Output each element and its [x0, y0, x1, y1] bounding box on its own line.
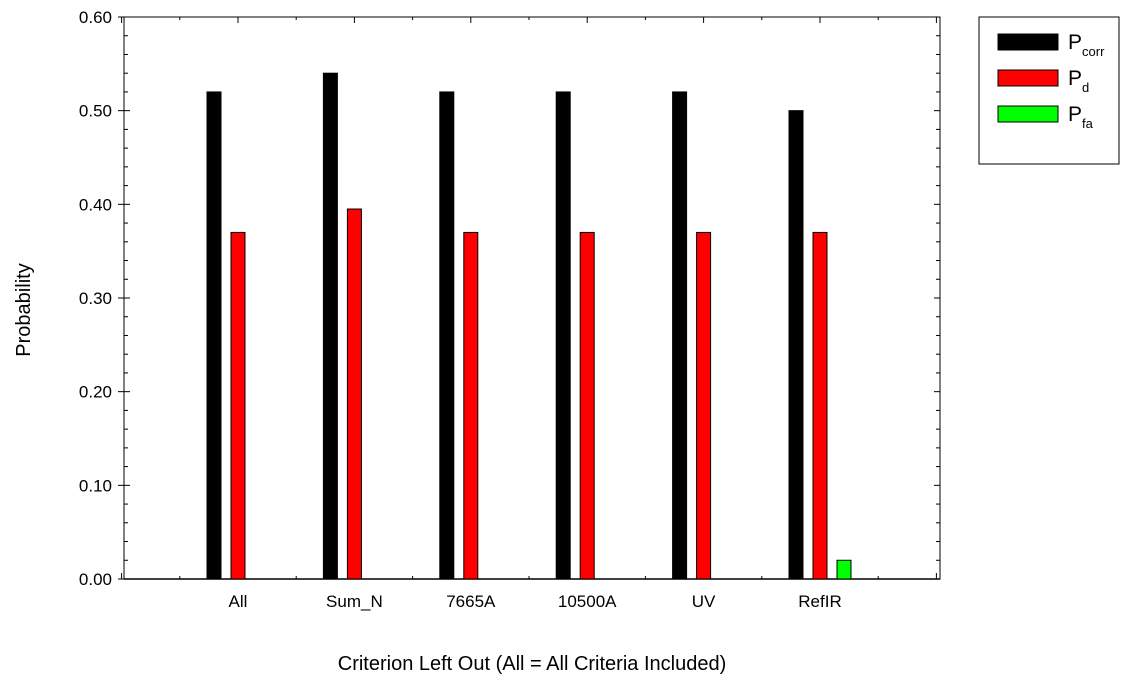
x-tick-label: All — [229, 592, 248, 611]
legend-swatch — [997, 105, 1059, 123]
bar-p-corr — [555, 91, 571, 580]
legend-swatch — [997, 69, 1059, 87]
bar-p-d — [812, 231, 828, 580]
y-tick-label: 0.00 — [79, 570, 112, 589]
legend-label: Pcorr — [1068, 31, 1105, 59]
x-axis-label: Criterion Left Out (All = All Criteria I… — [338, 653, 727, 675]
legend-swatch — [997, 33, 1059, 51]
bar-p-corr — [322, 72, 338, 580]
axes: 0.00 0.10 0.20 0.30 0.40 0.50 0.60 All Sum_N 7665… — [79, 8, 941, 611]
x-tick-label: 7665A — [446, 592, 496, 611]
legend: Pcorr Pd Pfa — [978, 16, 1120, 165]
x-tick-label: Sum_N — [326, 592, 383, 611]
y-tick-label: 0.50 — [79, 102, 112, 121]
y-tick-label: 0.30 — [79, 289, 112, 308]
bars — [206, 72, 852, 580]
bar-p-corr — [206, 91, 222, 580]
legend-label: Pd — [1068, 67, 1089, 95]
y-axis-label: Probability — [13, 263, 35, 356]
x-tick-label: RefIR — [798, 592, 841, 611]
legend-label: Pfa — [1068, 103, 1094, 131]
bar-p-fa — [836, 559, 852, 580]
y-tick-label: 0.60 — [79, 8, 112, 27]
y-tick-label: 0.10 — [79, 476, 112, 495]
x-tick-label: UV — [692, 592, 716, 611]
y-tick-label: 0.20 — [79, 383, 112, 402]
bar-p-d — [230, 231, 246, 580]
y-tick-label: 0.40 — [79, 195, 112, 214]
x-tick-label: 10500A — [558, 592, 617, 611]
bar-p-d — [696, 231, 712, 580]
bar-p-corr — [439, 91, 455, 580]
bar-p-corr — [672, 91, 688, 580]
bar-p-d — [346, 208, 362, 580]
bar-p-corr — [788, 110, 804, 580]
bar-p-d — [579, 231, 595, 580]
bar-p-d — [463, 231, 479, 580]
